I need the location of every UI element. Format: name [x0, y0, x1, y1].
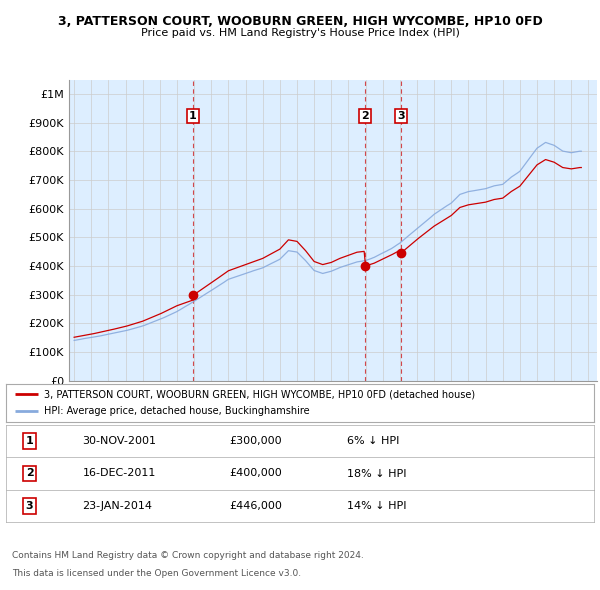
Text: This data is licensed under the Open Government Licence v3.0.: This data is licensed under the Open Gov… [12, 569, 301, 578]
Text: HPI: Average price, detached house, Buckinghamshire: HPI: Average price, detached house, Buck… [44, 406, 310, 416]
Text: £300,000: £300,000 [229, 436, 282, 446]
Text: 16-DEC-2011: 16-DEC-2011 [82, 468, 156, 478]
Text: Contains HM Land Registry data © Crown copyright and database right 2024.: Contains HM Land Registry data © Crown c… [12, 552, 364, 560]
Text: 3: 3 [26, 501, 34, 511]
Text: 18% ↓ HPI: 18% ↓ HPI [347, 468, 407, 478]
Text: 3, PATTERSON COURT, WOOBURN GREEN, HIGH WYCOMBE, HP10 0FD (detached house): 3, PATTERSON COURT, WOOBURN GREEN, HIGH … [44, 389, 475, 399]
Text: £400,000: £400,000 [229, 468, 282, 478]
Text: 23-JAN-2014: 23-JAN-2014 [82, 501, 152, 511]
Text: 1: 1 [26, 436, 34, 446]
Text: 14% ↓ HPI: 14% ↓ HPI [347, 501, 407, 511]
Text: 3: 3 [397, 111, 405, 121]
Text: 1: 1 [189, 111, 197, 121]
Text: £446,000: £446,000 [229, 501, 283, 511]
Text: Price paid vs. HM Land Registry's House Price Index (HPI): Price paid vs. HM Land Registry's House … [140, 28, 460, 38]
Text: 3, PATTERSON COURT, WOOBURN GREEN, HIGH WYCOMBE, HP10 0FD: 3, PATTERSON COURT, WOOBURN GREEN, HIGH … [58, 15, 542, 28]
Text: 30-NOV-2001: 30-NOV-2001 [82, 436, 157, 446]
Text: 2: 2 [26, 468, 34, 478]
Text: 2: 2 [361, 111, 369, 121]
Text: 6% ↓ HPI: 6% ↓ HPI [347, 436, 400, 446]
